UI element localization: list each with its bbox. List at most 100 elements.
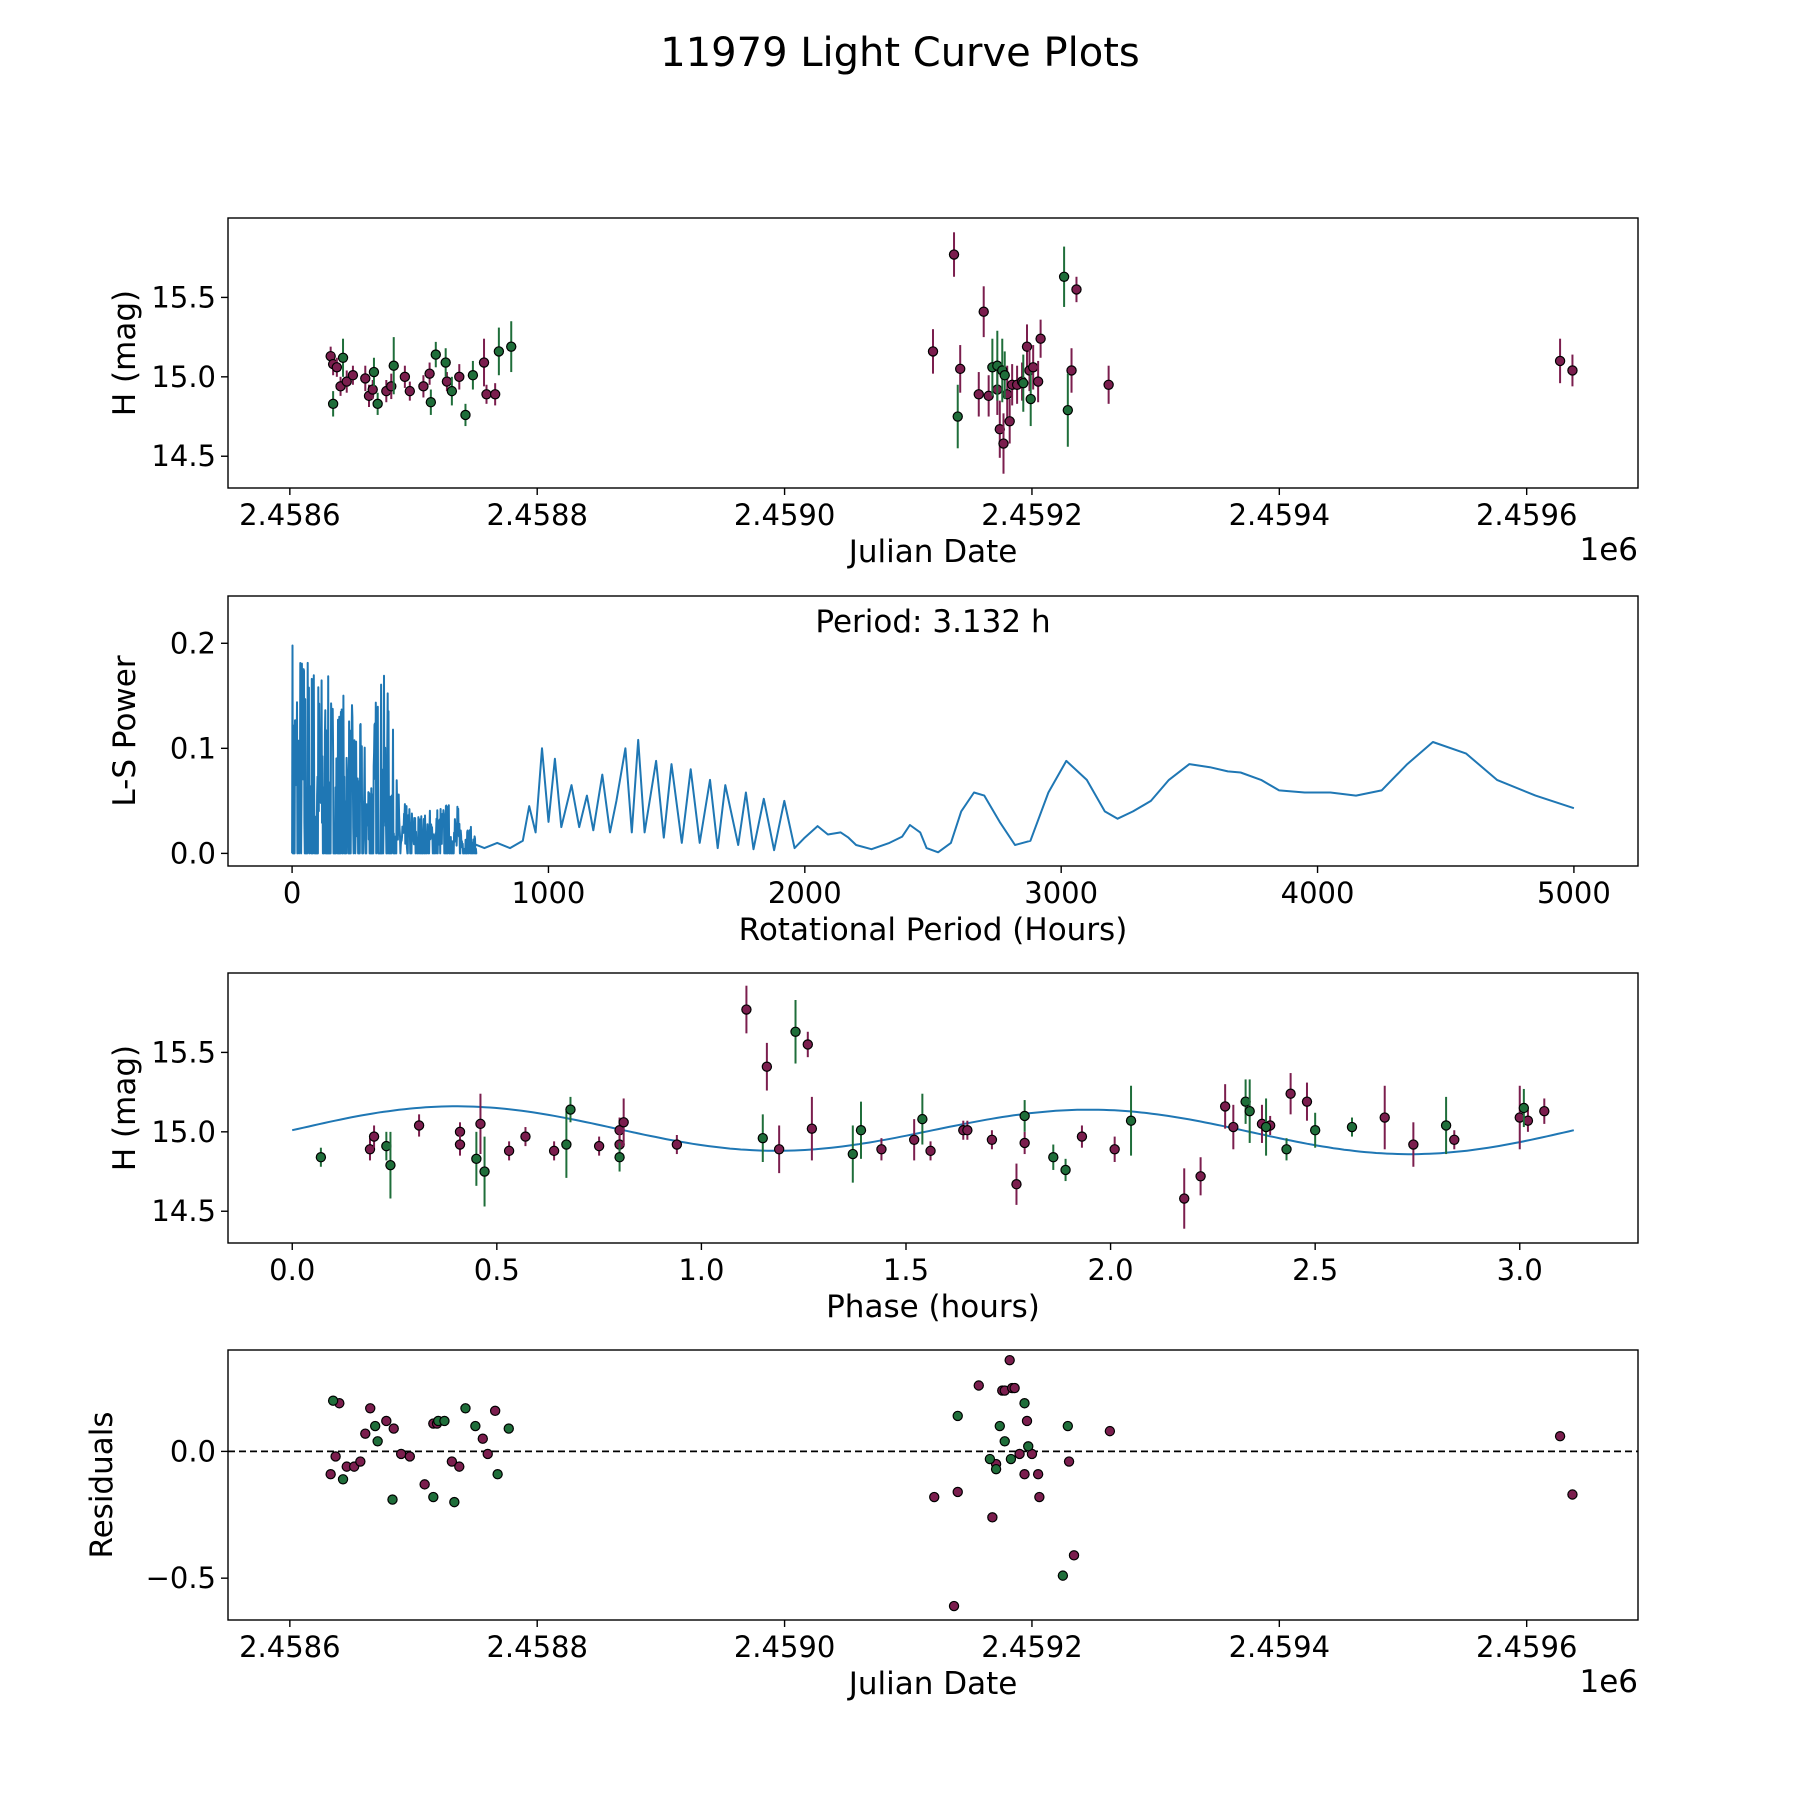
data-point — [999, 370, 1010, 381]
data-point — [565, 1104, 576, 1115]
data-point — [1060, 1164, 1071, 1176]
fit-model-curve — [291, 1105, 1575, 1156]
data-point — [1068, 1550, 1080, 1561]
data-point — [998, 438, 1009, 449]
data-point — [618, 1117, 629, 1128]
data-point — [1071, 284, 1082, 295]
data-point — [341, 376, 352, 387]
x-tick-label: 2.4586 — [239, 1630, 340, 1664]
data-point — [741, 1004, 752, 1015]
data-point — [962, 1125, 973, 1136]
data-point — [478, 357, 490, 368]
x-axis-offset-label: 1e6 — [1579, 532, 1638, 568]
data-point — [561, 1139, 572, 1150]
data-point — [449, 1496, 460, 1508]
data-point — [1062, 404, 1074, 416]
data-point — [489, 389, 501, 400]
data-point — [1518, 1102, 1530, 1114]
data-point — [372, 398, 383, 410]
data-point — [418, 381, 429, 392]
data-point — [1301, 1096, 1313, 1107]
data-point — [327, 398, 339, 410]
data-point — [368, 366, 380, 378]
data-point — [925, 1145, 936, 1157]
data-point — [1062, 1420, 1074, 1432]
data-point — [984, 1453, 996, 1465]
data-point — [1103, 379, 1114, 390]
data-point — [481, 389, 492, 400]
data-point — [1228, 1121, 1239, 1133]
data-point — [385, 1159, 396, 1171]
data-point — [1004, 416, 1015, 427]
plot-marks — [228, 1354, 1638, 1612]
panel-phase-folded: 0.0 0.5 1.0 1.5 2.0 2.5 3.0 14.5 15.0 15.5 Phase (… — [107, 972, 1639, 1325]
data-point — [952, 1410, 963, 1422]
data-point — [876, 1144, 887, 1155]
data-point — [430, 349, 441, 360]
data-point — [1035, 333, 1046, 344]
x-tick-label: 2.5 — [1292, 1253, 1338, 1287]
data-point — [360, 373, 371, 384]
panel-light-curve: 2.4586 2.4588 2.4590 2.4592 2.4594 2.4596 14.5… — [107, 217, 1639, 570]
data-point — [1004, 1354, 1015, 1366]
y-tick-label: −0.5 — [146, 1561, 216, 1595]
x-tick-label: 2.4592 — [981, 1630, 1082, 1664]
data-point — [367, 384, 378, 395]
data-point — [446, 1456, 458, 1467]
x-tick-label: 2.4596 — [1476, 498, 1577, 532]
period-annotation: Period: 3.132 h — [815, 604, 1050, 640]
panel-periodogram: 0 1000 2000 3000 4000 5000 0.0 0.1 0.2 Rotational… — [107, 595, 1639, 948]
data-point — [355, 1456, 366, 1467]
data-point — [1179, 1193, 1190, 1204]
x-tick-label: 2.4586 — [239, 498, 340, 532]
data-point — [955, 363, 966, 375]
y-tick-label: 0.0 — [170, 1434, 216, 1468]
x-tick-label: 2000 — [768, 876, 842, 910]
data-point — [773, 1144, 785, 1155]
data-point — [1063, 1456, 1075, 1467]
data-point — [1032, 376, 1044, 387]
data-point — [492, 1469, 503, 1480]
data-point — [460, 1403, 471, 1414]
data-point — [847, 1148, 859, 1160]
data-point — [757, 1132, 768, 1144]
data-point — [372, 1436, 383, 1447]
data-point — [388, 1423, 399, 1434]
data-point — [917, 1113, 928, 1125]
x-axis-label: Phase (hours) — [826, 1289, 1040, 1325]
y-axis-label: H (mag) — [107, 1045, 143, 1171]
data-point — [1125, 1115, 1137, 1126]
data-point — [1021, 1415, 1033, 1427]
y-tick-label: 15.5 — [151, 280, 216, 314]
y-axis-label: Residuals — [84, 1411, 120, 1558]
data-point — [671, 1139, 683, 1150]
data-point — [365, 1403, 376, 1414]
data-point — [1195, 1171, 1206, 1182]
periodogram-line — [291, 644, 1575, 855]
data-point — [806, 1123, 818, 1134]
x-tick-label: 1000 — [512, 876, 586, 910]
x-axis-label: Julian Date — [847, 534, 1018, 570]
data-point — [948, 249, 960, 260]
data-point — [506, 341, 517, 352]
data-point — [337, 352, 349, 363]
y-tick-label: 0.0 — [170, 836, 216, 870]
x-tick-label: 2.4590 — [734, 498, 835, 532]
data-point — [978, 306, 989, 317]
data-point — [369, 1420, 381, 1432]
y-tick-label: 15.0 — [151, 1115, 216, 1149]
x-tick-label: 2.4594 — [1229, 498, 1330, 532]
y-tick-label: 0.2 — [170, 626, 216, 660]
plot-marks — [291, 644, 1575, 855]
data-point — [503, 1423, 514, 1434]
data-point — [440, 357, 451, 368]
data-point — [1076, 1131, 1088, 1142]
data-point — [471, 1153, 482, 1165]
data-point — [929, 1491, 940, 1503]
data-point — [1567, 1489, 1578, 1500]
data-point — [1244, 1105, 1255, 1117]
data-point — [990, 1463, 1002, 1475]
data-point — [1018, 377, 1029, 389]
data-point — [1379, 1112, 1390, 1123]
data-point — [1104, 1425, 1116, 1437]
